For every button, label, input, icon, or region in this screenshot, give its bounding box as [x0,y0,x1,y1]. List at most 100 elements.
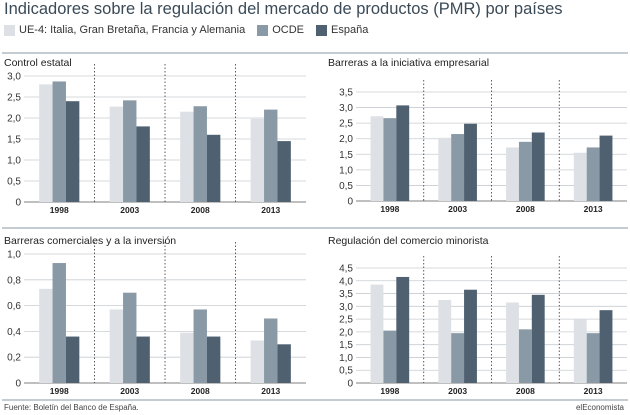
legend-item-ue4: UE-4: Italia, Gran Bretaña, Francia y Al… [4,24,245,36]
y-tick-label: 1,5 [339,150,353,161]
y-tick-label: 1,0 [7,250,21,261]
bar-2013-series-1 [264,109,278,202]
legend-label-ocde: OCDE [272,24,304,36]
y-tick-label: 1,5 [7,135,21,146]
y-tick-label: 4,0 [339,276,353,287]
bar-2003-series-1 [451,333,465,383]
y-tick-label: 2,0 [7,114,21,125]
legend-label-ue4: UE-4: Italia, Gran Bretaña, Francia y Al… [19,24,246,36]
bar-2013-series-0 [250,118,265,202]
bar-2008-series-0 [506,147,519,201]
y-tick-label: 1,0 [339,353,353,364]
bar-2008-series-0 [180,332,194,383]
bar-1998-series-1 [383,118,397,201]
y-tick-label: 0 [15,379,21,390]
bar-2003-series-2 [464,289,477,383]
y-tick-label: 2,5 [7,93,21,104]
bar-2003-series-0 [438,137,452,201]
x-tick-label: 2008 [516,204,535,214]
y-tick-label: 0,6 [7,301,21,312]
bar-2003-series-2 [464,123,477,201]
y-tick-label: 2,5 [339,119,353,130]
bar-1998-series-2 [65,101,80,202]
y-tick-label: 3,0 [7,72,21,83]
x-tick-label: 2008 [191,386,210,396]
legend: UE-4: Italia, Gran Bretaña, Francia y Al… [4,24,380,36]
bar-2008-series-1 [193,106,207,202]
panel-title: Barreras a la iniciativa empresarial [328,57,489,69]
y-tick-label: 0,5 [7,177,21,188]
chart-title: Indicadores sobre la regulación del merc… [4,0,563,18]
y-tick-label: 1,0 [339,165,353,176]
bar-2003-series-2 [136,336,150,383]
x-tick-label: 2003 [120,205,139,215]
y-tick-label: 0 [347,379,353,390]
bar-2013-series-2 [277,344,291,383]
source-note: Fuente: Boletín del Banco de España. [4,403,139,412]
x-tick-label: 1998 [50,386,69,396]
bar-2003-series-1 [123,292,137,383]
bar-2013-series-0 [573,319,587,383]
y-tick-label: 0 [347,197,353,208]
x-tick-label: 2013 [261,386,280,396]
y-tick-label: 4,5 [339,264,353,275]
y-tick-label: 0,8 [7,275,21,286]
panel-title: Barreras comerciales y a la inversión [4,235,176,247]
y-tick-label: 2,0 [339,327,353,338]
legend-item-espana: España [316,24,368,36]
y-tick-label: 1,0 [7,156,21,167]
bar-1998-series-1 [52,81,66,202]
x-tick-label: 2013 [261,205,280,215]
bar-1998-series-2 [396,105,410,201]
bar-1998-series-0 [370,116,384,201]
x-tick-label: 1998 [380,386,399,396]
bar-1998-series-2 [65,336,80,383]
bar-2003-series-0 [438,299,452,383]
y-tick-label: 2,0 [339,134,353,145]
bar-2008-series-0 [180,111,194,202]
bar-2013-series-1 [586,147,600,201]
bar-2003-series-1 [123,100,137,202]
x-tick-label: 2013 [584,386,603,396]
bar-2013-series-2 [599,135,613,201]
y-tick-label: 0,5 [339,366,353,377]
bar-1998-series-1 [52,263,66,383]
bar-2008-series-1 [193,309,207,383]
bar-2013-series-2 [277,141,291,202]
bar-2008-series-0 [506,302,519,383]
x-tick-label: 2003 [448,386,467,396]
bar-2013-series-1 [264,318,278,383]
bar-2008-series-2 [531,132,545,201]
x-tick-label: 2008 [516,386,535,396]
y-tick-label: 3,5 [339,88,353,99]
y-tick-label: 3,0 [339,103,353,114]
bar-2003-series-0 [109,309,124,383]
x-tick-label: 2013 [584,204,603,214]
bar-1998-series-0 [39,84,53,202]
y-tick-label: 2,5 [339,315,353,326]
y-tick-label: 0,2 [7,353,21,364]
legend-item-ocde: OCDE [257,24,304,36]
x-tick-label: 1998 [380,204,399,214]
bar-2008-series-2 [206,336,221,383]
y-tick-label: 0 [15,198,21,209]
bar-2008-series-2 [206,134,221,202]
bar-2013-series-0 [573,152,587,201]
x-tick-label: 2008 [191,205,210,215]
panel-title: Regulación del comercio minorista [328,235,489,247]
bar-2008-series-1 [518,141,532,201]
bar-2008-series-1 [518,329,532,383]
x-tick-label: 2003 [448,204,467,214]
panel-title: Control estatal [4,57,72,69]
bar-1998-series-0 [370,284,384,383]
brand-logo: elEconomista [575,403,624,412]
bar-1998-series-2 [396,276,410,383]
x-tick-label: 2003 [120,386,139,396]
y-tick-label: 0,4 [7,327,21,338]
bar-2003-series-0 [109,106,124,202]
y-tick-label: 3,0 [339,302,353,313]
bar-1998-series-0 [39,288,53,383]
bar-2013-series-1 [586,333,600,383]
bar-2003-series-1 [451,134,465,201]
